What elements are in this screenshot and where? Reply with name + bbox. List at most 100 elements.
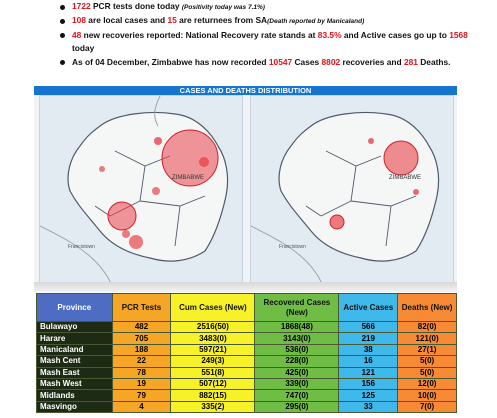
- table-cell: 705: [111, 332, 172, 345]
- bullet-dot-icon: [60, 18, 65, 24]
- bullet-list: 1722 PCR tests done today (Positivity to…: [58, 0, 478, 69]
- bullet-item: As of 04 December, Zimbabwe has now reco…: [58, 56, 478, 69]
- table-cell: 882(15): [170, 389, 256, 402]
- bullet-text: 1568: [449, 29, 468, 40]
- table-cell: 16: [338, 355, 399, 368]
- table-cell: 38: [338, 343, 399, 357]
- table-cell: 22: [111, 355, 172, 368]
- bullet-text: Deaths.: [417, 56, 451, 67]
- table-cell: 5(0): [397, 355, 457, 368]
- table-cell: Harare: [36, 332, 113, 345]
- table-cell: 249(3): [170, 355, 256, 368]
- bullet-item: 1722 PCR tests done today (Positivity to…: [58, 0, 478, 14]
- map-place-label: Francistown: [68, 244, 95, 250]
- bullet-text: (Positivity today was 7.1%): [181, 4, 265, 11]
- bullet-dot-icon: [60, 33, 65, 39]
- table-cell: 482: [111, 320, 172, 334]
- table-cell: 3143(0): [254, 332, 340, 345]
- header-deaths: Deaths (New): [397, 293, 457, 322]
- table-cell: 597(21): [170, 343, 256, 357]
- table-cell: Mash East: [36, 366, 113, 379]
- table-cell: 12(0): [397, 377, 457, 391]
- cases-map-graphic: ZIMBABWE Francistown: [40, 96, 242, 284]
- bullet-text: 83.5%: [317, 29, 342, 40]
- header-province: Province: [36, 293, 113, 322]
- table-cell: 551(8): [170, 366, 256, 379]
- bullet-text: PCR tests done today: [90, 1, 182, 11]
- table-cell: 507(12): [170, 377, 256, 391]
- table-cell: 747(0): [254, 389, 340, 402]
- table-row: Bulawayo 482 2516(50) 1868(48) 566 82(0): [36, 320, 457, 334]
- table-cell: 121: [338, 366, 399, 379]
- table-cell: 339(0): [254, 377, 340, 391]
- table-cell: 228(0): [254, 355, 340, 368]
- table-cell: 7(0): [397, 400, 457, 414]
- header-pcr-tests: PCR Tests: [111, 293, 172, 322]
- bullet-dot-icon: [60, 4, 65, 10]
- table-cell: 295(0): [254, 400, 340, 414]
- table-row: Mash East 78 551(8) 425(0) 121 5(0): [36, 366, 457, 379]
- table-row: Mash West 19 507(12) 339(0) 156 12(0): [36, 377, 457, 391]
- bullet-text: 8802: [321, 56, 341, 67]
- table-cell: 3483(0): [170, 332, 256, 345]
- table-cell: Bulawayo: [36, 320, 113, 334]
- table-row: Midlands 79 882(15) 747(0) 125 10(0): [36, 389, 457, 402]
- table-cell: 188: [111, 343, 172, 357]
- bullet-item: 108 are local cases and 15 are returnees…: [58, 14, 478, 28]
- cases-map: ZIMBABWE Francistown: [39, 95, 243, 285]
- table-row: Harare 705 3483(0) 3143(0) 219 121(0): [36, 332, 457, 345]
- bullet-text: recoveries and: [340, 56, 404, 67]
- table-cell: 27(1): [397, 343, 457, 357]
- table-cell: 10(0): [397, 389, 457, 402]
- table-cell: Masvingo: [36, 400, 113, 414]
- table-row: Masvingo 4 335(2) 295(0) 33 7(0): [36, 400, 457, 414]
- deaths-map: ZIMBABWE Francistown: [250, 95, 454, 285]
- map-country-label: ZIMBABWE: [172, 175, 204, 181]
- bullet-text: today: [72, 43, 95, 54]
- bullet-item: 48 new recoveries reported: National Rec…: [58, 29, 478, 56]
- bullet-text: 15: [167, 15, 177, 26]
- header-active: Active Cases: [338, 293, 399, 322]
- bullet-text: 1722: [72, 1, 91, 11]
- table-cell: Manicaland: [36, 343, 113, 357]
- table-cell: 5(0): [397, 366, 457, 379]
- table-cell: 79: [111, 389, 172, 402]
- table-row: Mash Cent 22 249(3) 228(0) 16 5(0): [36, 355, 457, 368]
- map-panel: ZIMBABWE Francistown ZIMBABWE Francistow…: [34, 95, 457, 287]
- table-cell: 4: [111, 400, 172, 414]
- table-cell: Midlands: [36, 389, 113, 402]
- map-country-label: ZIMBABWE: [389, 175, 421, 181]
- bullet-text: new recoveries reported: National Recove…: [81, 29, 318, 40]
- table-cell: 33: [338, 400, 399, 414]
- deaths-map-graphic: ZIMBABWE Francistown: [251, 96, 453, 284]
- table-cell: 19: [111, 377, 172, 391]
- bullet-text: are returnees from SA: [176, 15, 268, 26]
- table-header-row: Province PCR Tests Cum Cases (New) Recov…: [36, 293, 457, 322]
- header-recovered: Recovered Cases (New): [254, 293, 340, 322]
- table-cell: 536(0): [254, 343, 340, 357]
- table-cell: 125: [338, 389, 399, 402]
- bullet-text: Cases: [292, 56, 322, 67]
- table-cell: 425(0): [254, 366, 340, 379]
- bullet-text: 48: [72, 29, 82, 40]
- table-cell: 82(0): [397, 320, 457, 334]
- table-cell: 219: [338, 332, 399, 345]
- province-table: Province PCR Tests Cum Cases (New) Recov…: [36, 293, 457, 414]
- bullet-text: 10547: [268, 56, 293, 67]
- table-cell: 2516(50): [170, 320, 256, 334]
- table-cell: 1868(48): [254, 320, 340, 334]
- table-cell: Mash Cent: [36, 355, 113, 368]
- table-cell: 78: [111, 366, 172, 379]
- table-cell: 566: [338, 320, 399, 334]
- bullet-text: 281: [403, 56, 418, 67]
- table-cell: Mash West: [36, 377, 113, 391]
- table-cell: 156: [338, 377, 399, 391]
- bullet-text: 108: [72, 15, 86, 26]
- map-section-title: CASES AND DEATHS DISTRIBUTION: [34, 86, 457, 95]
- bullet-text: (Death reported by Manicaland): [267, 18, 365, 26]
- map-place-label: Francistown: [279, 244, 306, 250]
- bullet-text: and Active cases go up to: [341, 29, 450, 40]
- bullet-text: are local cases and: [85, 15, 168, 26]
- divider-shadow: [34, 282, 457, 292]
